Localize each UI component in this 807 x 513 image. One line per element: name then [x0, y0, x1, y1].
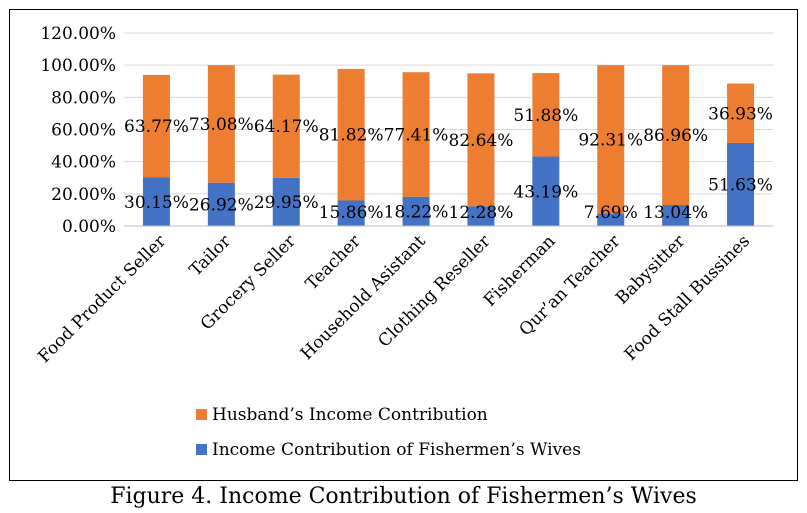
data-label-wives: 7.69%: [584, 203, 638, 223]
data-label-husband: 81.82%: [319, 126, 384, 146]
y-tick-label: 120.00%: [40, 24, 116, 44]
bar-husband: [142, 74, 170, 178]
x-tick-label: Clothing Reseller: [374, 231, 495, 352]
stacked-bar-chart: 0.00% 20.00% 40.00% 60.00% 80.00% 100.00% 120.…: [34, 24, 773, 460]
bar-husband: [662, 65, 690, 206]
data-label-wives: 26.92%: [189, 195, 254, 215]
legend-husband-swatch: [196, 409, 207, 420]
bar-husband: [467, 73, 495, 207]
data-label-wives: 51.63%: [708, 175, 773, 195]
figure-caption: Figure 4. Income Contribution of Fisherm…: [110, 484, 697, 509]
bar-husband: [597, 65, 625, 214]
bar-husband: [402, 72, 430, 197]
data-label-wives: 29.95%: [254, 193, 319, 213]
bar-husband: [207, 65, 235, 183]
bar-wives: [402, 196, 430, 226]
data-label-wives: 18.22%: [384, 202, 449, 222]
data-label-wives: 30.15%: [124, 193, 189, 213]
data-label-husband: 64.17%: [254, 117, 319, 137]
data-label-husband: 92.31%: [578, 130, 643, 150]
data-label-wives: 43.19%: [513, 182, 578, 202]
legend-husband-label: Husband’s Income Contribution: [212, 405, 488, 425]
data-label-husband: 73.08%: [189, 115, 254, 135]
legend-wives-swatch: [196, 444, 207, 455]
bar-wives: [662, 205, 690, 226]
bar-wives: [142, 177, 170, 226]
x-tick-label: Tailor: [186, 231, 236, 281]
y-tick-label: 80.00%: [51, 88, 116, 108]
data-label-wives: 15.86%: [319, 203, 384, 223]
data-label-wives: 12.28%: [449, 203, 514, 223]
x-tick-label: Teacher: [302, 231, 365, 294]
bar-wives: [532, 156, 560, 226]
data-label-husband: 36.93%: [708, 104, 773, 124]
x-tick-label: Household Asistant: [297, 231, 430, 364]
bar-wives: [207, 182, 235, 226]
bar-wives: [597, 213, 625, 226]
data-label-husband: 77.41%: [384, 125, 449, 145]
data-label-husband: 63.77%: [124, 117, 189, 137]
bar-wives: [727, 142, 755, 226]
bar-wives: [467, 206, 495, 226]
y-tick-label: 100.00%: [40, 56, 116, 76]
bar-wives: [337, 200, 365, 226]
bar-wives: [272, 177, 300, 226]
x-tick-label: Food Stall Bussines: [621, 231, 754, 364]
y-tick-label: 60.00%: [51, 121, 116, 141]
y-tick-label: 0.00%: [62, 217, 116, 237]
chart-frame: 0.00% 20.00% 40.00% 60.00% 80.00% 100.00% 120.…: [9, 9, 798, 481]
legend-wives-label: Income Contribution of Fishermen’s Wives: [212, 440, 581, 460]
y-tick-label: 20.00%: [51, 185, 116, 205]
data-label-husband: 82.64%: [449, 131, 514, 151]
data-label-husband: 51.88%: [513, 106, 578, 126]
data-label-wives: 13.04%: [643, 203, 708, 223]
data-label-husband: 86.96%: [643, 126, 708, 146]
bar-husband: [727, 83, 755, 143]
y-tick-label: 40.00%: [51, 153, 116, 173]
bar-husband: [532, 73, 560, 157]
bar-husband: [337, 68, 365, 201]
bar-husband: [272, 74, 300, 178]
x-tick-label: Food Product Seller: [34, 231, 170, 367]
